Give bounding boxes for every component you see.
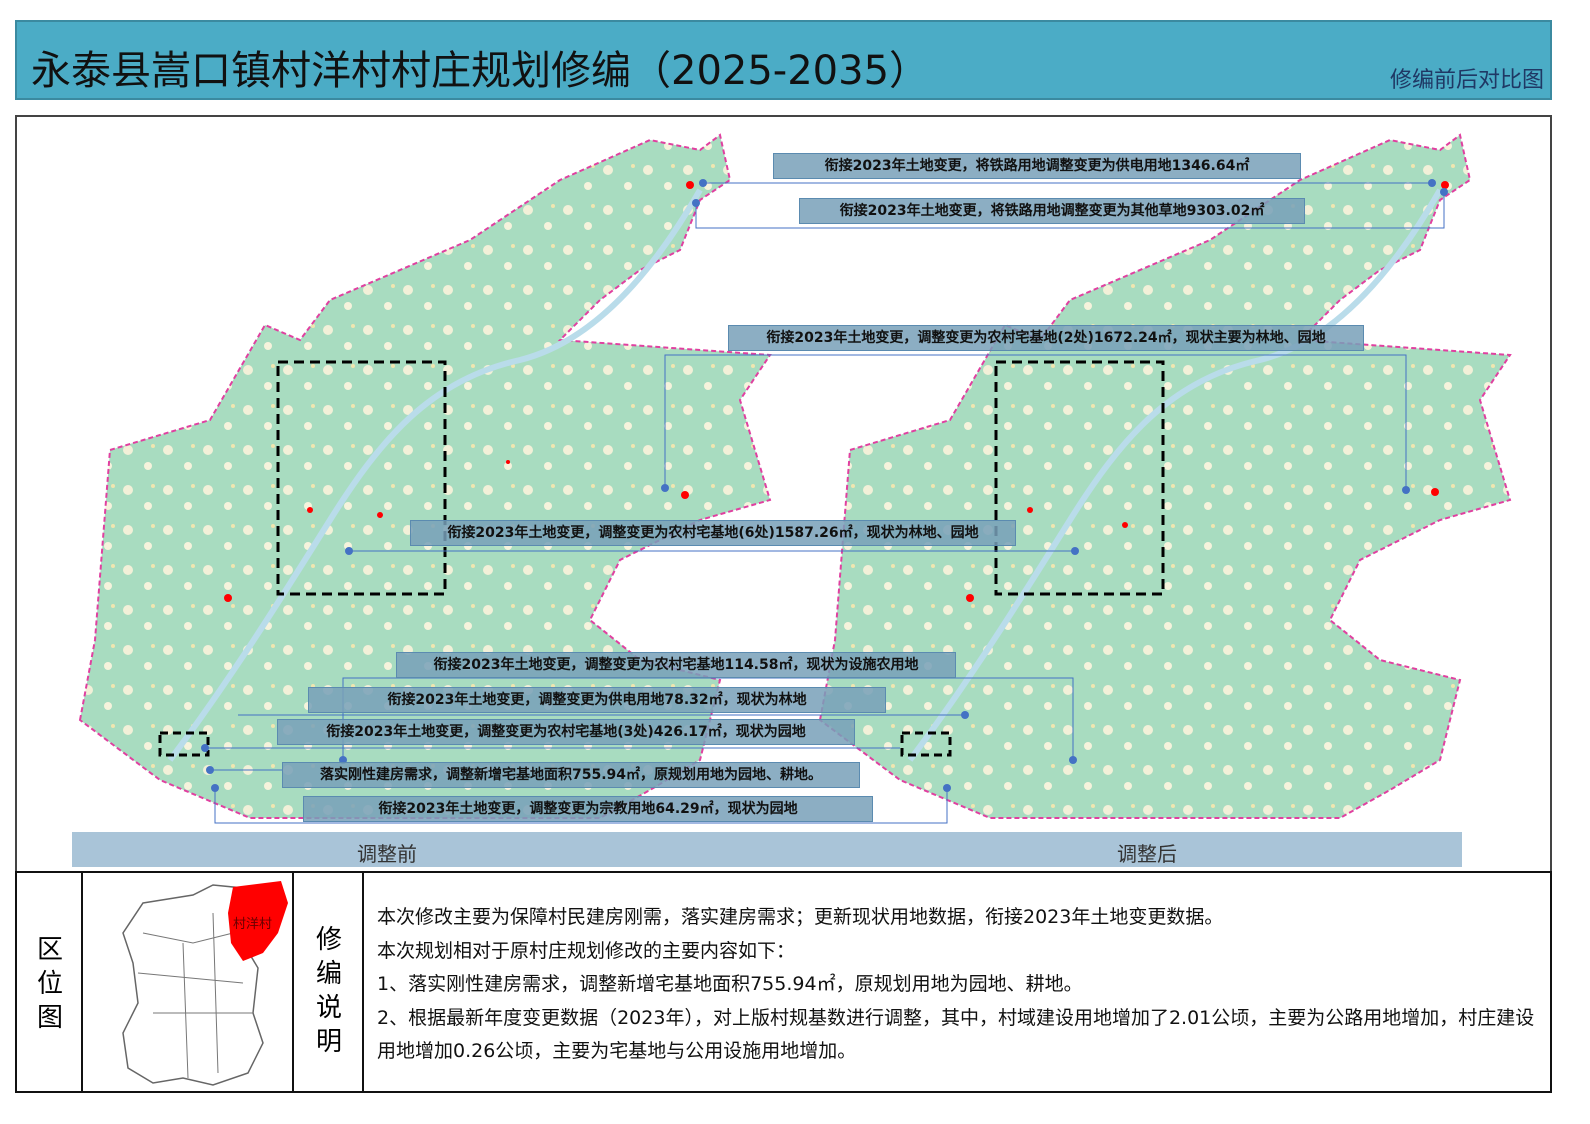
focus-box <box>158 731 210 757</box>
page-subtitle: 修编前后对比图 <box>1389 68 1544 93</box>
notes-line: 2、根据最新年度变更数据（2023年），对上版村规基数进行调整，其中，村域建设用… <box>377 1006 1535 1063</box>
locator-label: 区位图 <box>36 935 63 1033</box>
map-after <box>819 134 1511 819</box>
notes-label-cell: 修编说明 <box>294 873 364 1091</box>
locator-map-cell: 村洋村 <box>83 873 294 1091</box>
callout-label: 衔接2023年土地变更，调整变更为农村宅基地(3处)426.17㎡，现状为园地 <box>277 719 855 745</box>
info-table: 区位图 村洋村 修编说明 本次修改主要为保障村民建房刚需，落实建房需求；更新现状… <box>15 871 1552 1093</box>
callout-label: 衔接2023年土地变更，调整变更为宗教用地64.29㎡，现状为园地 <box>303 796 873 822</box>
focus-box <box>994 360 1165 596</box>
notes-label: 修编说明 <box>315 925 342 1057</box>
callout-label: 衔接2023年土地变更，调整变更为供电用地78.32㎡，现状为林地 <box>308 687 886 713</box>
callout-label: 衔接2023年土地变更，将铁路用地调整变更为供电用地1346.64㎡ <box>773 153 1301 179</box>
notes-line: 本次规划相对于原村庄规划修改的主要内容如下： <box>377 939 796 962</box>
notes-line: 本次修改主要为保障村民建房刚需，落实建房需求；更新现状用地数据，衔接2023年土… <box>377 906 1224 928</box>
caption-after: 调整后 <box>1117 842 1177 866</box>
caption-before: 调整前 <box>357 842 417 866</box>
map-before <box>79 134 771 819</box>
callout-label: 衔接2023年土地变更，调整变更为农村宅基地(6处)1587.26㎡，现状为林地… <box>410 520 1016 546</box>
callout-label: 衔接2023年土地变更，调整变更为农村宅基地(2处)1672.24㎡，现状主要为… <box>728 325 1364 351</box>
title-bar: 永泰县嵩口镇村洋村村庄规划修编（2025-2035） 修编前后对比图 <box>15 20 1552 100</box>
locator-village-label: 村洋村 <box>233 917 272 932</box>
map-frame <box>15 115 1552 873</box>
comparison-caption-bar: 调整前 调整后 <box>72 832 1462 867</box>
notes-text: 本次修改主要为保障村民建房刚需，落实建房需求；更新现状用地数据，衔接2023年土… <box>377 901 1537 1069</box>
focus-box <box>276 360 447 596</box>
focus-box <box>900 731 952 757</box>
callout-label: 落实刚性建房需求，调整新增宅基地面积755.94㎡，原规划用地为园地、耕地。 <box>282 762 860 788</box>
page-title: 永泰县嵩口镇村洋村村庄规划修编（2025-2035） <box>31 48 930 94</box>
locator-label-cell: 区位图 <box>17 873 83 1091</box>
notes-line: 1、落实刚性建房需求，调整新增宅基地面积755.94㎡，原规划用地为园地、耕地。 <box>377 973 1083 995</box>
locator-map: 村洋村 <box>122 881 288 1086</box>
callout-label: 衔接2023年土地变更，调整变更为农村宅基地114.58㎡，现状为设施农用地 <box>396 652 956 678</box>
callout-label: 衔接2023年土地变更，将铁路用地调整变更为其他草地9303.02㎡ <box>799 198 1305 224</box>
